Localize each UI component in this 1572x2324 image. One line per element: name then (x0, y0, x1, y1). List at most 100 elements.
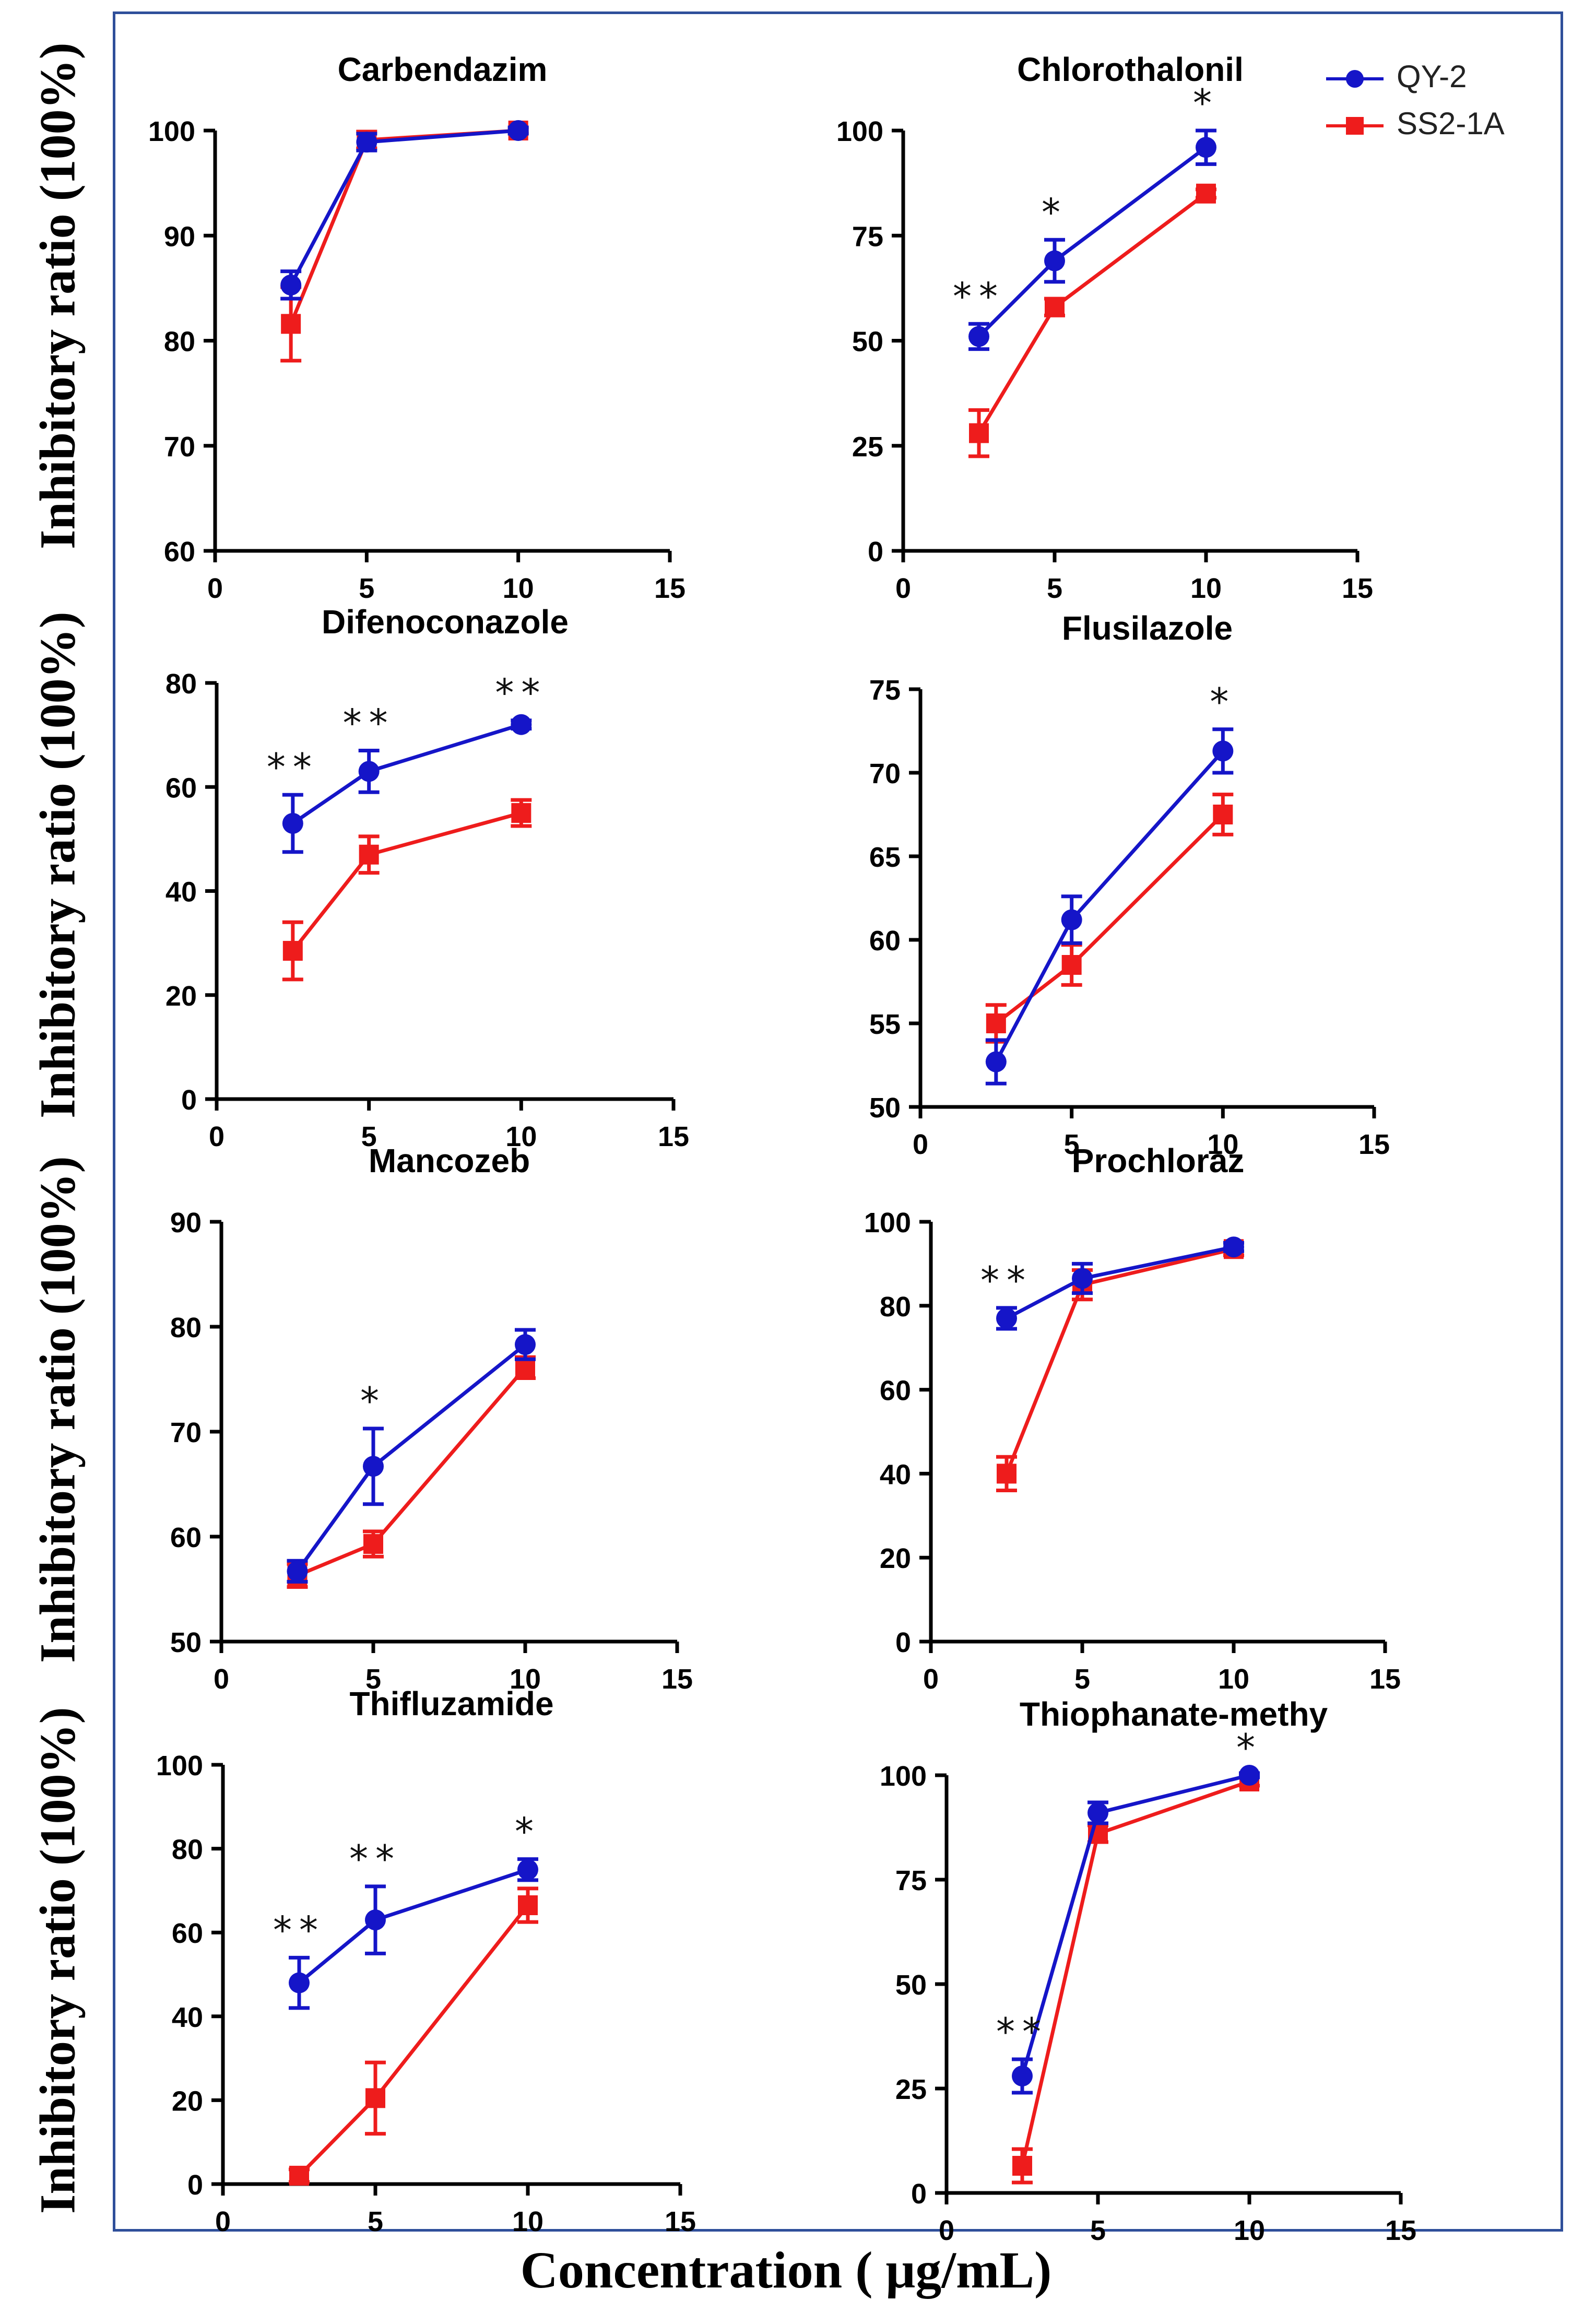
data-point-qy2-thiophanate-methy (1012, 2066, 1033, 2086)
x-tick-label-thifluzamide: 10 (512, 2206, 543, 2237)
y-tick-label-thiophanate-methy: 25 (895, 2074, 927, 2105)
y-tick-label-carbendazim: 60 (164, 536, 195, 568)
data-point-ss21a-carbendazim (281, 314, 301, 334)
data-point-qy2-chlorothalonil (1044, 250, 1065, 272)
y-tick-label-difenoconazole: 0 (181, 1084, 197, 1116)
significance-marker-mancozeb: * (360, 1379, 386, 1423)
significance-marker-chlorothalonil: * (1193, 81, 1219, 125)
y-tick-label-prochloraz: 100 (864, 1207, 911, 1238)
data-point-ss21a-difenoconazole (282, 941, 303, 961)
y-tick-label-thiophanate-methy: 50 (895, 1969, 927, 2001)
data-point-ss21a-thifluzamide (518, 1895, 538, 1916)
x-tick-label-flusilazole: 5 (1064, 1129, 1080, 1160)
x-tick-label-prochloraz: 5 (1074, 1664, 1090, 1695)
legend: QY-2 SS2-1A (1326, 57, 1556, 146)
x-tick-label-chlorothalonil: 0 (895, 573, 911, 604)
chart-title-thifluzamide: Thifluzamide (349, 1685, 553, 1723)
series-line-qy2-thifluzamide (298, 1868, 529, 1985)
series-line-ss21a-mancozeb (297, 1366, 527, 1577)
data-point-qy2-difenoconazole (282, 812, 303, 834)
series-line-qy2-mancozeb (296, 1343, 527, 1573)
data-point-ss21a-flusilazole (1061, 955, 1082, 975)
x-tick-label-carbendazim: 10 (503, 573, 534, 604)
legend-item-qy2: QY-2 (1326, 57, 1556, 99)
x-tick-label-difenoconazole: 0 (209, 1121, 224, 1152)
data-point-qy2-prochloraz (996, 1307, 1017, 1329)
x-tick-label-carbendazim: 5 (359, 573, 374, 604)
y-tick-label-flusilazole: 65 (869, 842, 901, 873)
data-point-ss21a-chlorothalonil (969, 423, 989, 443)
y-tick-label-flusilazole: 50 (869, 1092, 901, 1124)
data-point-ss21a-thifluzamide (365, 2088, 385, 2108)
data-point-qy2-carbendazim (280, 274, 302, 296)
y-tick-label-thifluzamide: 20 (172, 2085, 203, 2117)
figure-frame (113, 11, 1563, 2232)
x-tick-label-difenoconazole: 10 (505, 1121, 537, 1152)
data-point-qy2-mancozeb (515, 1334, 536, 1355)
y-tick-label-prochloraz: 60 (880, 1375, 911, 1407)
data-point-qy2-mancozeb (287, 1561, 308, 1582)
significance-marker-thifluzamide: ** (349, 1837, 401, 1881)
y-tick-label-thifluzamide: 100 (156, 1750, 203, 1782)
significance-marker-chlorothalonil: ** (953, 274, 1005, 318)
significance-marker-difenoconazole: ** (495, 671, 547, 715)
y-tick-label-thiophanate-methy: 75 (895, 1865, 927, 1896)
y-tick-label-mancozeb: 80 (170, 1312, 202, 1343)
y-tick-label-chlorothalonil: 50 (852, 326, 883, 358)
significance-marker-difenoconazole: ** (267, 745, 319, 789)
y-tick-label-prochloraz: 40 (880, 1459, 911, 1490)
x-tick-label-flusilazole: 10 (1207, 1129, 1238, 1160)
series-line-qy2-difenoconazole (291, 723, 522, 825)
significance-marker-thiophanate-methy: ** (996, 2010, 1048, 2054)
chart-title-carbendazim: Carbendazim (338, 51, 548, 88)
y-tick-label-carbendazim: 70 (164, 431, 195, 463)
y-tick-label-difenoconazole: 80 (166, 668, 197, 700)
chart-title-mancozeb: Mancozeb (369, 1142, 530, 1179)
data-point-ss21a-thifluzamide (289, 2165, 309, 2186)
chart-title-flusilazole: Flusilazole (1062, 609, 1233, 647)
data-point-ss21a-mancozeb (363, 1534, 383, 1554)
chart-title-chlorothalonil: Chlorothalonil (1017, 51, 1244, 88)
series-line-qy2-chlorothalonil (977, 146, 1208, 338)
chart-title-prochloraz: Prochloraz (1072, 1142, 1245, 1179)
data-point-ss21a-prochloraz (997, 1464, 1017, 1484)
legend-label-qy2: QY-2 (1397, 59, 1467, 94)
x-tick-label-thiophanate-methy: 5 (1090, 2215, 1106, 2246)
data-point-qy2-carbendazim (356, 132, 377, 153)
x-tick-label-thifluzamide: 15 (665, 2206, 696, 2237)
chart-title-difenoconazole: Difenoconazole (322, 603, 569, 641)
y-tick-label-thifluzamide: 0 (187, 2169, 203, 2201)
legend-circle-marker-icon (1346, 70, 1364, 88)
y-tick-label-difenoconazole: 20 (166, 981, 197, 1012)
series-line-ss21a-flusilazole (995, 813, 1224, 1025)
y-tick-label-prochloraz: 80 (880, 1291, 911, 1323)
y-tick-label-mancozeb: 90 (170, 1207, 202, 1238)
significance-marker-prochloraz: ** (980, 1258, 1033, 1302)
data-point-ss21a-flusilazole (986, 1013, 1006, 1033)
data-point-qy2-difenoconazole (511, 714, 532, 735)
significance-marker-chlorothalonil: * (1042, 190, 1068, 234)
y-tick-label-mancozeb: 50 (170, 1627, 202, 1658)
y-tick-label-prochloraz: 20 (880, 1543, 911, 1574)
series-line-ss21a-thifluzamide (298, 1904, 529, 2177)
y-tick-label-carbendazim: 80 (164, 326, 195, 358)
data-point-qy2-thiophanate-methy (1088, 1802, 1108, 1823)
significance-marker-flusilazole: * (1210, 680, 1236, 724)
significance-marker-thiophanate-methy: * (1236, 1726, 1262, 1769)
data-point-qy2-carbendazim (507, 120, 529, 141)
x-tick-label-mancozeb: 10 (510, 1664, 541, 1695)
y-tick-label-carbendazim: 90 (164, 221, 195, 252)
legend-label-ss21a: SS2-1A (1397, 106, 1505, 141)
y-tick-label-thifluzamide: 60 (172, 1918, 203, 1949)
data-point-qy2-mancozeb (363, 1456, 384, 1477)
data-point-qy2-thiophanate-methy (1239, 1765, 1260, 1786)
y-tick-label-mancozeb: 70 (170, 1417, 202, 1448)
x-tick-label-mancozeb: 5 (365, 1664, 381, 1695)
data-point-ss21a-difenoconazole (359, 844, 379, 865)
y-tick-label-difenoconazole: 40 (166, 877, 197, 908)
data-point-qy2-prochloraz (1223, 1236, 1244, 1258)
y-tick-label-flusilazole: 75 (869, 675, 901, 706)
y-tick-label-difenoconazole: 60 (166, 772, 197, 804)
x-tick-label-mancozeb: 15 (661, 1664, 693, 1695)
